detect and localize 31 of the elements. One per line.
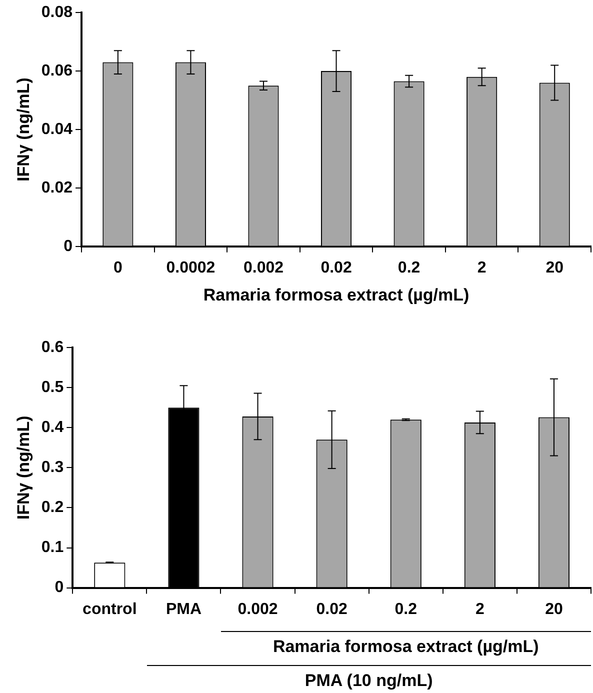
y-tick-label: 0.1 bbox=[41, 539, 64, 556]
x-axis-title: Ramaria formosa extract (µg/mL) bbox=[203, 285, 470, 304]
x-tick-label: 20 bbox=[546, 259, 564, 276]
x-tick-label: 0.0002 bbox=[166, 259, 216, 276]
y-tick-label: 0.04 bbox=[41, 120, 73, 138]
x-tick-label: 20 bbox=[545, 600, 563, 618]
y-tick-label: 0 bbox=[64, 238, 73, 255]
y-tick-label: 0.4 bbox=[41, 419, 64, 436]
y-tick-label: 0.3 bbox=[41, 459, 64, 476]
x-tick-label: 2 bbox=[475, 600, 484, 618]
y-axis-title: IFNγ (ng/mL) bbox=[14, 416, 33, 520]
x-tick-label: 0 bbox=[113, 259, 122, 276]
text: PMA (10 ng/mL) bbox=[304, 671, 434, 691]
y-tick-label: 0 bbox=[54, 579, 64, 596]
text: Ramaria formosa extract (µg/mL) bbox=[272, 637, 540, 657]
x-tick-label: 0.2 bbox=[398, 259, 420, 276]
y-tick-label: 0.06 bbox=[41, 62, 73, 80]
y-axis-title: IFNγ (ng/mL) bbox=[14, 78, 33, 182]
x-tick-label: 2 bbox=[477, 259, 486, 276]
y-tick-label: 0.08 bbox=[41, 4, 73, 22]
x-tick-label: 0.02 bbox=[320, 259, 352, 276]
x-tick-label: control bbox=[82, 600, 137, 618]
x-tick-label: 0.002 bbox=[238, 600, 278, 618]
x-tick-label: 0.002 bbox=[243, 259, 284, 276]
x-tick-label: 0.02 bbox=[316, 600, 348, 618]
x-tick-label: PMA bbox=[166, 600, 202, 618]
y-tick-label: 0.02 bbox=[41, 179, 73, 196]
y-tick-label: 0.2 bbox=[41, 499, 64, 516]
y-tick-label: 0.6 bbox=[41, 339, 64, 356]
x-tick-label: 0.2 bbox=[394, 600, 418, 618]
y-tick-label: 0.5 bbox=[41, 379, 64, 396]
